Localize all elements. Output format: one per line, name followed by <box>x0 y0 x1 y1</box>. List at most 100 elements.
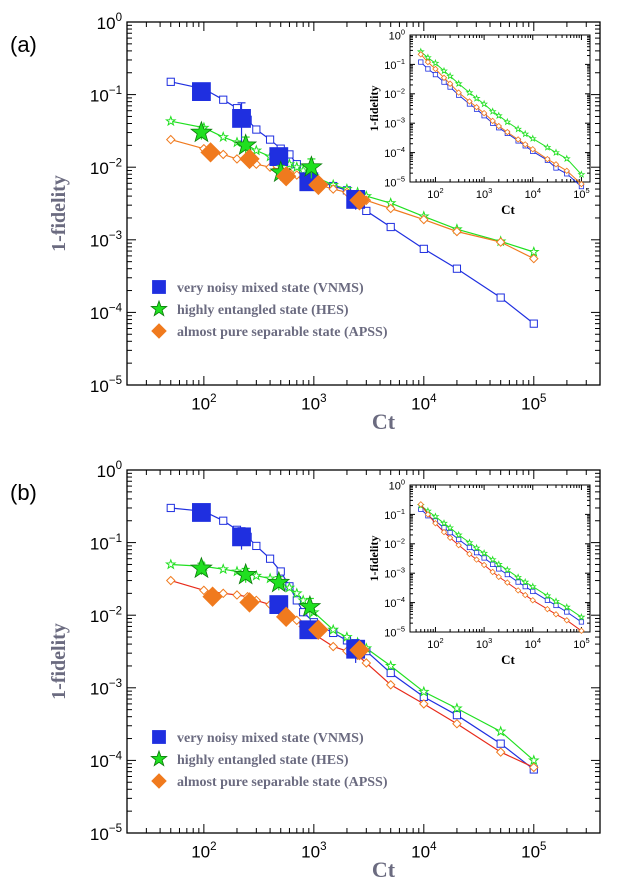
data-point-large <box>349 190 370 211</box>
x-tick-label: 105 <box>521 841 546 862</box>
data-point-large <box>349 639 370 661</box>
inset-data-point <box>529 146 536 153</box>
data-point <box>252 125 261 134</box>
data-point <box>529 319 538 328</box>
data-point <box>452 264 462 273</box>
inset-data-point <box>431 512 440 520</box>
data-point-large <box>232 109 251 128</box>
legend-marker <box>151 323 167 339</box>
inset-data-point <box>425 66 431 72</box>
data-point <box>232 590 242 600</box>
legend-label: highly entangled state (HES) <box>177 303 349 318</box>
inset-data-point <box>504 128 511 136</box>
inset-data-point <box>504 579 511 586</box>
data-point-large <box>298 594 322 617</box>
inset-data-point <box>489 117 496 125</box>
data-point-large <box>189 556 213 579</box>
inset-data-point <box>514 136 522 143</box>
data-point-large <box>239 148 260 170</box>
inset-data-point <box>424 511 432 518</box>
y-tick-label: 10−4 <box>90 303 123 324</box>
inset-data-point <box>552 148 560 156</box>
inset-y-tick-label: 10−5 <box>384 624 405 639</box>
inset-data-point <box>552 597 560 605</box>
data-point-large <box>239 592 260 613</box>
legend-label: almost pure separable state (APSS) <box>177 775 388 790</box>
inset-data-point <box>431 59 440 67</box>
legend-label: highly entangled state (HES) <box>177 753 349 768</box>
inset-data-point <box>562 602 571 611</box>
x-tick-label: 105 <box>521 393 546 414</box>
inset-data-point <box>564 609 570 615</box>
x-tick-label: 102 <box>191 841 216 862</box>
data-point <box>327 623 340 635</box>
inset-data-point <box>544 605 551 613</box>
data-point <box>199 585 209 596</box>
inset-data-point <box>495 122 502 130</box>
inset-data-point <box>440 528 448 536</box>
inset-y-tick-label: 10−1 <box>384 507 405 522</box>
inset-data-point <box>423 53 432 61</box>
inset-data-point <box>454 530 463 539</box>
inset-data-point <box>529 597 536 604</box>
inset-data-point <box>432 71 439 78</box>
inset-data-point <box>473 556 480 563</box>
data-point <box>496 739 505 748</box>
data-point-large <box>299 155 323 177</box>
panel-tag-a: (a) <box>10 32 37 57</box>
inset-data-point <box>503 565 512 574</box>
inset-data-point <box>446 523 455 532</box>
data-point <box>166 503 175 513</box>
legend-label: almost pure separable state (APSS) <box>177 325 388 340</box>
inset-y-tick-label: 10−2 <box>384 536 405 551</box>
inset-data-point <box>480 99 488 108</box>
chart-panel-a: 102 103 104 105 100 10−1 10−2 10−3 10−4 10−5 Ct 1-f… <box>48 12 601 434</box>
data-point <box>385 680 396 690</box>
data-point-large <box>234 133 258 156</box>
inset-data-point <box>472 94 481 102</box>
legend-label: very noisy mixed state (VNMS) <box>177 281 364 296</box>
data-point-large <box>189 120 213 143</box>
inset-data-point <box>521 577 530 586</box>
inset-data-point <box>494 560 503 568</box>
y-axis-label: 1-fidelity <box>48 623 70 700</box>
inset-data-point <box>424 58 432 66</box>
y-tick-label: 100 <box>97 12 122 33</box>
inset-data-point <box>455 541 462 549</box>
inset-data-point <box>495 573 502 581</box>
data-point <box>452 711 462 720</box>
legend-marker <box>152 730 166 744</box>
data-point <box>328 641 338 652</box>
inset-y-tick-label: 10−2 <box>384 86 405 101</box>
inset-data-point <box>480 548 489 557</box>
inset-data-point <box>472 543 481 552</box>
inset-data-point <box>530 588 536 595</box>
y-tick-label: 10−3 <box>90 230 122 251</box>
inset-data-point <box>521 129 530 138</box>
data-point-large <box>202 586 223 607</box>
inset-data-point <box>473 103 480 111</box>
data-point <box>419 699 429 709</box>
data-point <box>386 668 395 678</box>
x-tick-label: 104 <box>411 393 437 414</box>
data-point <box>164 115 177 127</box>
data-point <box>418 685 430 697</box>
inset-x-tick-label: 103 <box>476 186 492 201</box>
y-tick-label: 10−2 <box>90 157 122 178</box>
data-point <box>217 563 230 575</box>
data-point <box>495 237 506 247</box>
data-point <box>384 659 397 671</box>
inset-data-point <box>454 79 463 88</box>
inset-data-point <box>432 520 439 527</box>
y-tick-label: 10−1 <box>90 85 122 106</box>
data-point <box>328 184 338 194</box>
data-point-large <box>232 527 251 547</box>
inset-data-point <box>455 89 462 96</box>
x-tick-label: 104 <box>411 841 437 862</box>
inset-chart: 102 103 104 105 100 10−1 10−2 10−3 10−4 10−5 Ct 1-f… <box>367 27 591 217</box>
y-tick-label: 10−5 <box>90 823 122 844</box>
data-point <box>452 226 462 237</box>
inset-data-point <box>446 534 454 542</box>
inset-data-point <box>577 170 586 178</box>
inset-data-point <box>543 143 552 151</box>
